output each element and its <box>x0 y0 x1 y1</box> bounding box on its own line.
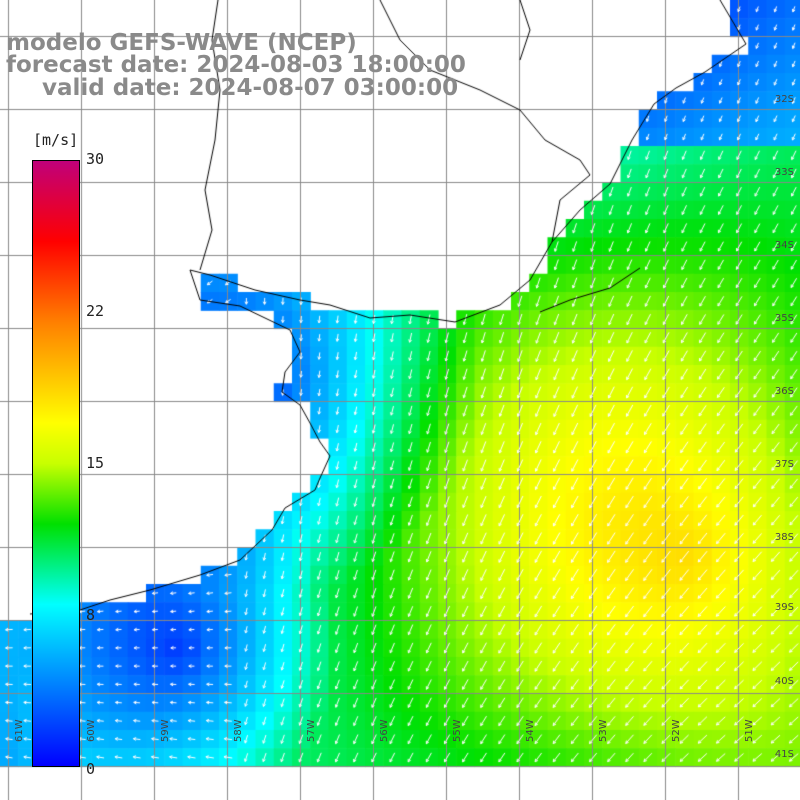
colorbar-unit: [m/s] <box>33 131 79 149</box>
colorbar-tick: 15 <box>86 454 105 472</box>
model-title: modelo GEFS-WAVE (NCEP) <box>6 30 357 56</box>
colorbar-tick: 0 <box>86 760 96 778</box>
lon-label: 60W <box>86 719 97 742</box>
lat-label: 38S <box>774 532 794 543</box>
lon-label: 61W <box>14 719 25 742</box>
lon-label: 55W <box>452 719 463 742</box>
lon-label: 56W <box>379 719 390 742</box>
lat-label: 40S <box>774 676 794 687</box>
forecast-date: forecast date: 2024-08-03 18:00:00 <box>6 52 466 78</box>
colorbar-tick: 22 <box>86 302 105 320</box>
colorbar-tick: 30 <box>86 150 105 168</box>
lon-label: 52W <box>671 719 682 742</box>
lon-label: 54W <box>525 719 536 742</box>
lat-label: 39S <box>774 602 794 613</box>
lat-label: 36S <box>774 386 794 397</box>
lon-label: 59W <box>160 719 171 742</box>
lon-label: 58W <box>233 719 244 742</box>
lon-label: 57W <box>306 719 317 742</box>
lat-label: 41S <box>774 749 794 760</box>
colorbar <box>32 160 80 767</box>
lon-label: 53W <box>598 719 609 742</box>
valid-date: valid date: 2024-08-07 03:00:00 <box>42 75 459 101</box>
lat-label: 34S <box>774 240 794 251</box>
lat-label: 33S <box>774 167 794 178</box>
lat-label: 37S <box>774 459 794 470</box>
colorbar-tick: 8 <box>86 606 96 624</box>
lon-label: 51W <box>744 719 755 742</box>
lat-label: 32S <box>774 94 794 105</box>
lat-label: 35S <box>774 313 794 324</box>
